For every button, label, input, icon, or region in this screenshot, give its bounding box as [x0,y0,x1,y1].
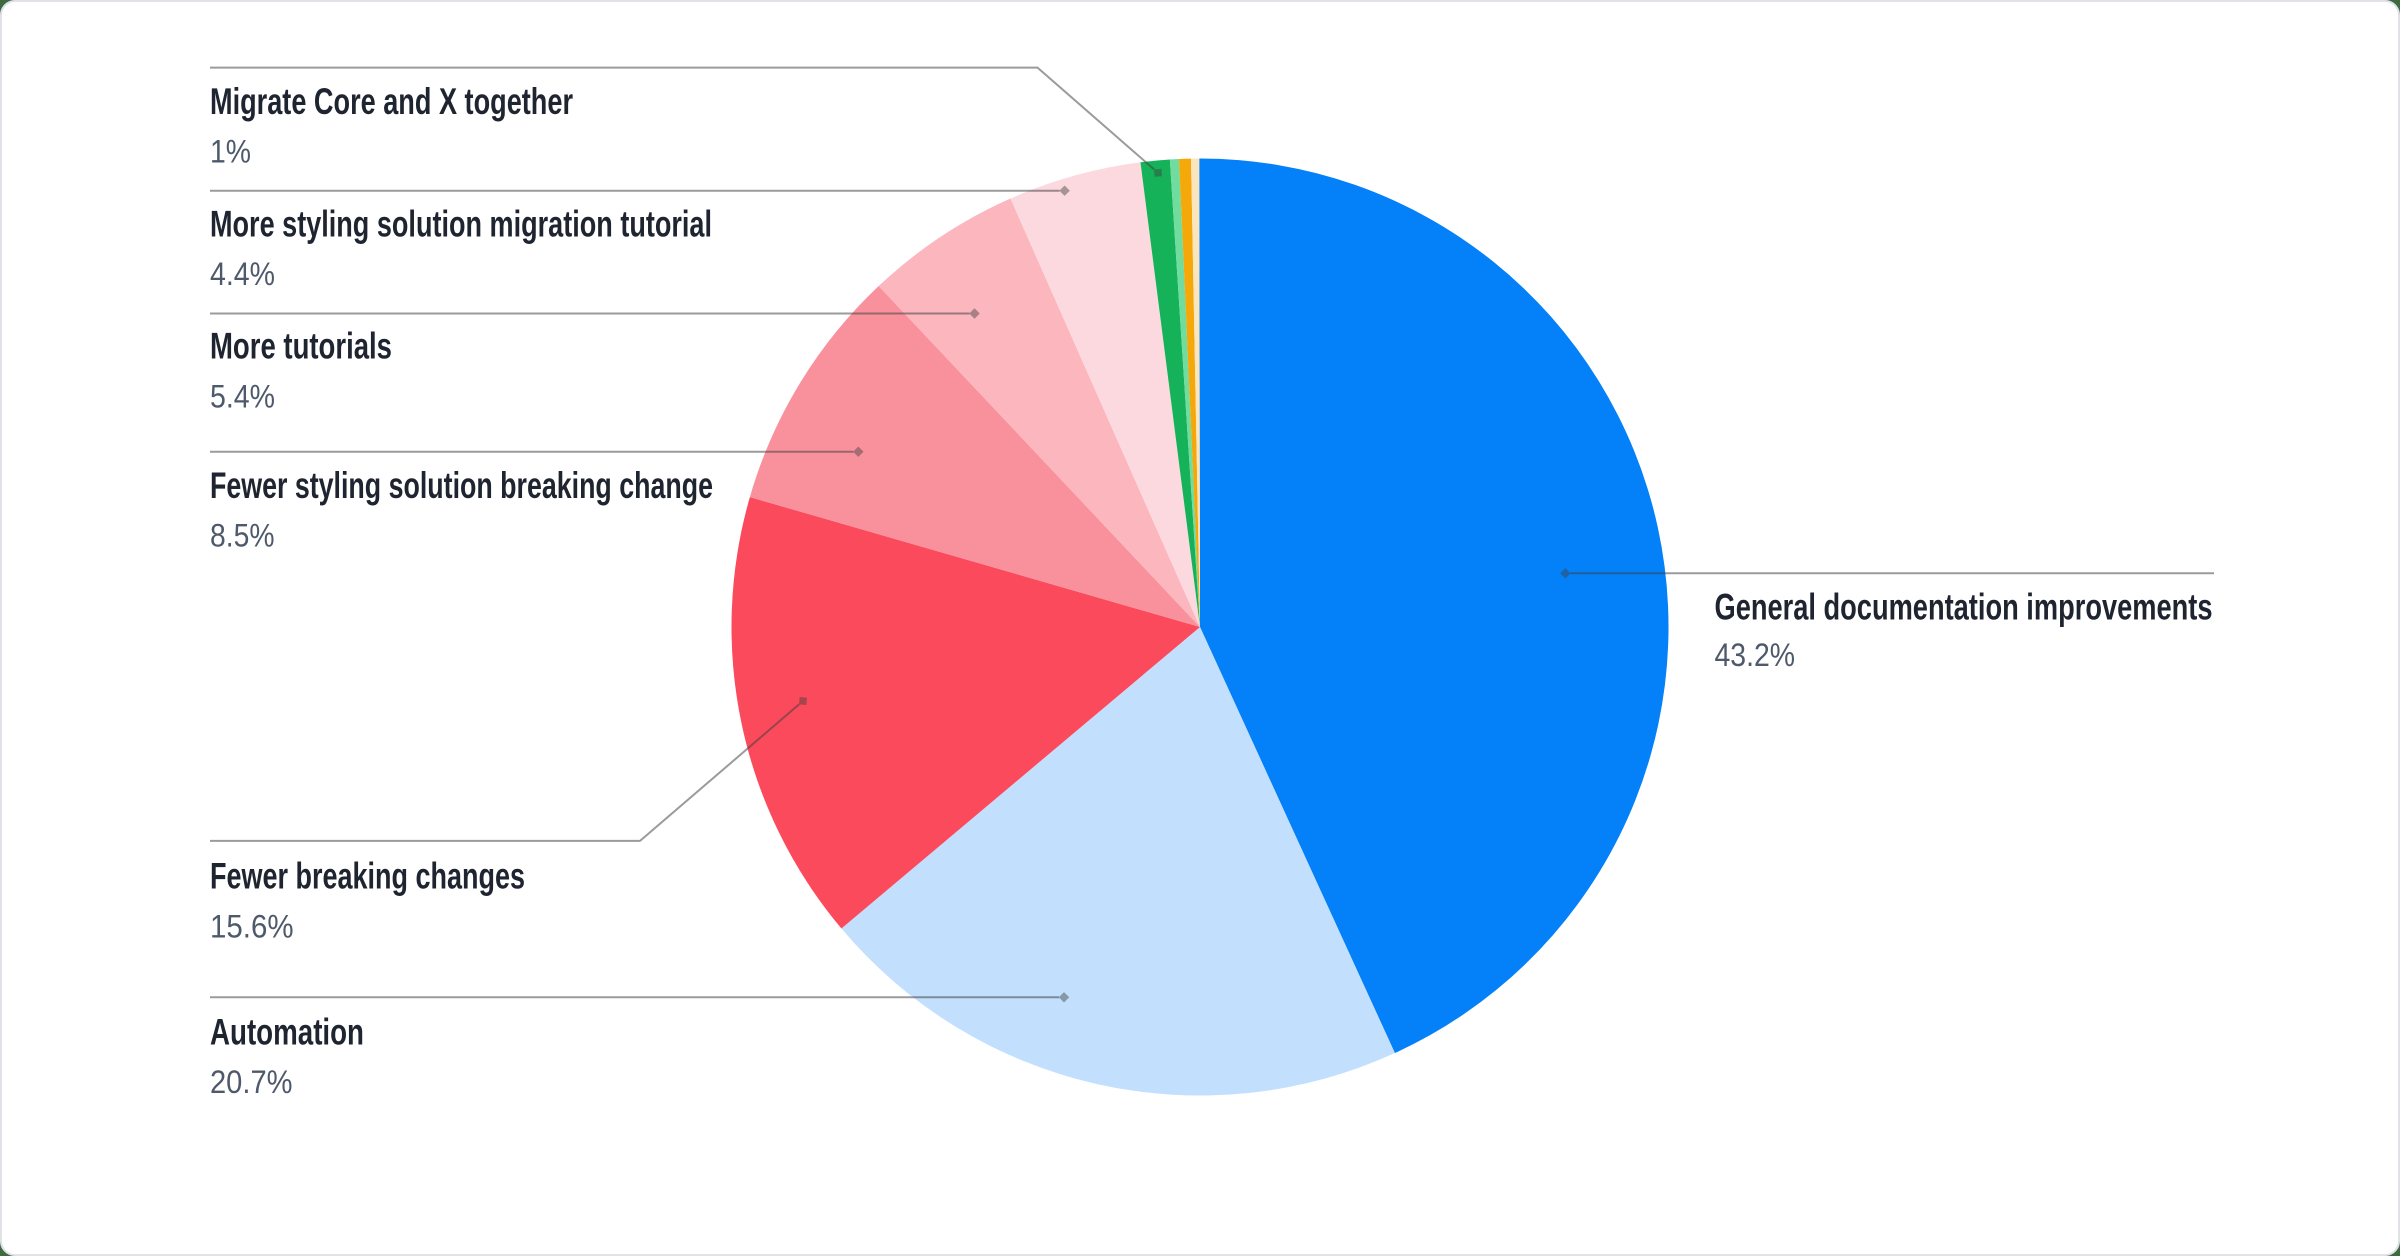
svg-text:1%: 1% [210,133,251,169]
svg-text:43.2%: 43.2% [1715,637,1796,673]
svg-text:5.4%: 5.4% [210,378,275,414]
svg-text:4.4%: 4.4% [210,256,275,292]
svg-text:Automation: Automation [210,1011,364,1053]
svg-text:Fewer styling solution breakin: Fewer styling solution breaking change [210,464,713,506]
svg-text:8.5%: 8.5% [210,517,275,553]
svg-text:15.6%: 15.6% [210,908,294,944]
svg-text:General documentation improvem: General documentation improvements [1715,586,2213,628]
svg-text:Fewer breaking changes: Fewer breaking changes [210,855,525,897]
svg-text:20.7%: 20.7% [210,1064,293,1100]
svg-text:More tutorials: More tutorials [210,325,392,367]
svg-text:Migrate Core and X together: Migrate Core and X together [210,80,573,122]
svg-text:More styling solution migratio: More styling solution migration tutorial [210,202,712,244]
